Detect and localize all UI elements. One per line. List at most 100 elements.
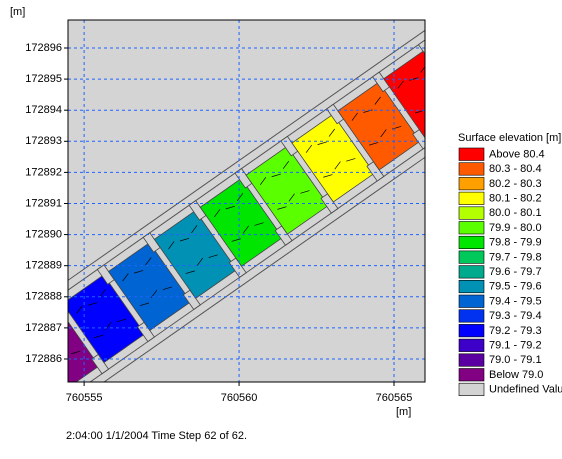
flow-arrow (88, 302, 98, 306)
legend-label: 79.6 - 79.7 (489, 266, 542, 278)
flow-arrow (397, 80, 404, 89)
y-tick-label: 172886 (25, 353, 62, 365)
x-tick-label: 760555 (66, 392, 103, 404)
footer: 2:04:00 1/1/2004 Time Step 62 of 62. (66, 430, 247, 442)
legend-label: Below 79.0 (489, 369, 543, 381)
flow-arrow (242, 225, 249, 234)
flow-arrow (76, 305, 83, 314)
flow-arrow (334, 161, 341, 170)
legend-label: 79.9 - 80.0 (489, 222, 542, 234)
flow-arrow (237, 193, 244, 202)
flow-arrow (288, 193, 295, 202)
legend-swatch (458, 324, 485, 338)
flow-arrow (369, 142, 379, 146)
y-tick-label: 172887 (25, 322, 62, 334)
x-tick-label: 760560 (221, 392, 258, 404)
flow-arrow (438, 92, 447, 100)
legend-swatch (458, 265, 485, 279)
flow-arrow (259, 176, 267, 185)
flow-arrow (323, 174, 333, 178)
legend-swatch (458, 191, 485, 205)
flow-arrow (363, 109, 373, 113)
baffle (417, 39, 425, 60)
legend-swatch (458, 221, 485, 235)
channel (29, 20, 476, 382)
legend-swatch (458, 353, 485, 367)
y-tick-label: 172894 (25, 104, 62, 116)
legend-swatch (458, 162, 485, 176)
baffle (459, 97, 476, 116)
y-unit: [m] (10, 6, 25, 18)
flow-arrow (225, 205, 236, 210)
legend-swatch (458, 206, 485, 220)
legend-label: Above 80.4 (489, 148, 545, 160)
legend-label: 80.1 - 80.2 (489, 193, 542, 205)
wall (68, 91, 425, 382)
flow-arrow (380, 129, 387, 138)
legend-label: 79.1 - 79.2 (489, 340, 542, 352)
flow-arrow (93, 334, 104, 339)
legend-label: 79.5 - 79.6 (489, 281, 542, 293)
legend-swatch (458, 368, 485, 382)
pool (199, 178, 284, 267)
y-tick-label: 172896 (25, 42, 62, 54)
pool (245, 145, 329, 235)
legend-swatch (458, 147, 485, 161)
flow-arrow (208, 254, 218, 258)
y-tick-label: 172895 (25, 73, 62, 85)
flow-arrow (254, 222, 264, 226)
flow-arrow (420, 64, 425, 73)
x-unit: [m] (396, 406, 411, 418)
pool (153, 210, 238, 299)
flow-arrow (133, 270, 144, 274)
legend-swatch (458, 235, 485, 249)
flow-arrow (374, 96, 381, 105)
flow-arrow (99, 289, 106, 298)
flow-arrow (282, 160, 290, 169)
legend-label: 79.3 - 79.4 (489, 310, 542, 322)
legend-label: 79.4 - 79.5 (489, 295, 542, 307)
flow-arrow (305, 144, 313, 153)
flow-arrow (70, 350, 81, 355)
y-tick-label: 172888 (25, 291, 62, 303)
legend-swatch (458, 309, 485, 323)
flow-arrow (179, 237, 190, 242)
flow-arrow (168, 241, 175, 250)
legend-swatch (458, 338, 485, 352)
flow-arrow (300, 190, 310, 194)
legend-label: 79.7 - 79.8 (489, 251, 542, 263)
legend-swatch (458, 279, 485, 294)
fish-pass (29, 20, 476, 382)
pool (68, 274, 146, 364)
flow-arrow (231, 238, 241, 242)
legend-swatch (458, 294, 485, 308)
flow-arrow (29, 338, 38, 346)
y-tick-label: 172893 (25, 135, 62, 147)
pool (291, 113, 375, 203)
y-tick-label: 172890 (25, 228, 62, 240)
grid (68, 20, 425, 382)
flow-arrow (317, 141, 327, 145)
pool (68, 306, 100, 382)
legend-label: 80.0 - 80.1 (489, 207, 542, 219)
flow-arrow (196, 257, 204, 266)
wall (68, 20, 425, 329)
legend-label: 80.2 - 80.3 (489, 178, 542, 190)
plot-frame (67, 19, 426, 383)
flow-arrow (145, 257, 152, 266)
flow-arrow (162, 286, 172, 290)
legend-swatch (458, 177, 485, 191)
flow-arrow (277, 206, 287, 210)
flow-arrow (214, 209, 221, 218)
pool (107, 242, 192, 332)
pool (337, 81, 421, 171)
y-tick-label: 172889 (25, 260, 62, 272)
legend-swatch (458, 382, 485, 397)
flow-arrow (105, 321, 112, 331)
flow-arrow (191, 225, 198, 234)
legend-label: 79.8 - 79.9 (489, 237, 542, 249)
legend-title: Surface elevation [m] (458, 132, 561, 144)
flow-arrow (425, 97, 434, 105)
flow-arrow (116, 318, 127, 323)
